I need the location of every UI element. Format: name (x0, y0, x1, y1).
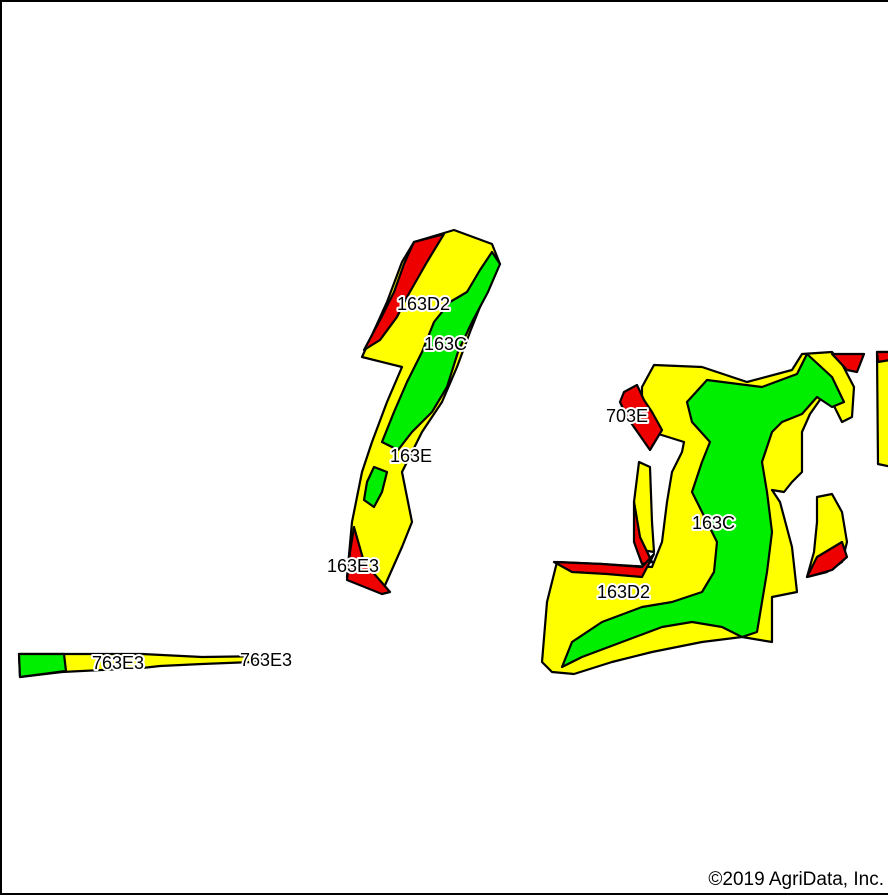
field2-red-bottomleft (552, 552, 656, 579)
label-field2-163C: 163C (692, 513, 735, 533)
field-5-strip (17, 652, 272, 679)
field1-red-top (362, 232, 446, 352)
field2-yellow-base (540, 350, 856, 676)
label-field1-163D2: 163D2 (397, 294, 450, 314)
strip-green (17, 652, 68, 679)
label-field1-163C: 163C (424, 334, 467, 354)
label-field1-163E: 163E (390, 446, 432, 466)
label-field1-163E3: 163E3 (327, 556, 379, 576)
soil-labels: 163D2 163C 163E 163E3 703E 163C 163D2 76… (90, 292, 737, 675)
field3-red (805, 540, 849, 579)
copyright-notice: ©2019 AgriData, Inc. (706, 869, 886, 891)
field4-red-edge (875, 350, 888, 364)
field2-red-703E (618, 383, 664, 452)
label-strip-763E3-a: 763E3 (92, 653, 144, 673)
label-strip-763E3-b: 763E3 (240, 650, 292, 670)
label-field2-163D2: 163D2 (597, 582, 650, 602)
field-2 (540, 350, 866, 676)
field1-green (380, 250, 502, 452)
field2-green (560, 352, 846, 669)
field2-red-topright (830, 352, 866, 374)
field1-green-lower (362, 465, 389, 509)
field4-yellow-edge (875, 350, 888, 468)
field-1 (345, 228, 502, 596)
label-field2-703E: 703E (606, 406, 648, 426)
field1-red-bottom (345, 525, 392, 596)
field-3 (805, 350, 888, 579)
